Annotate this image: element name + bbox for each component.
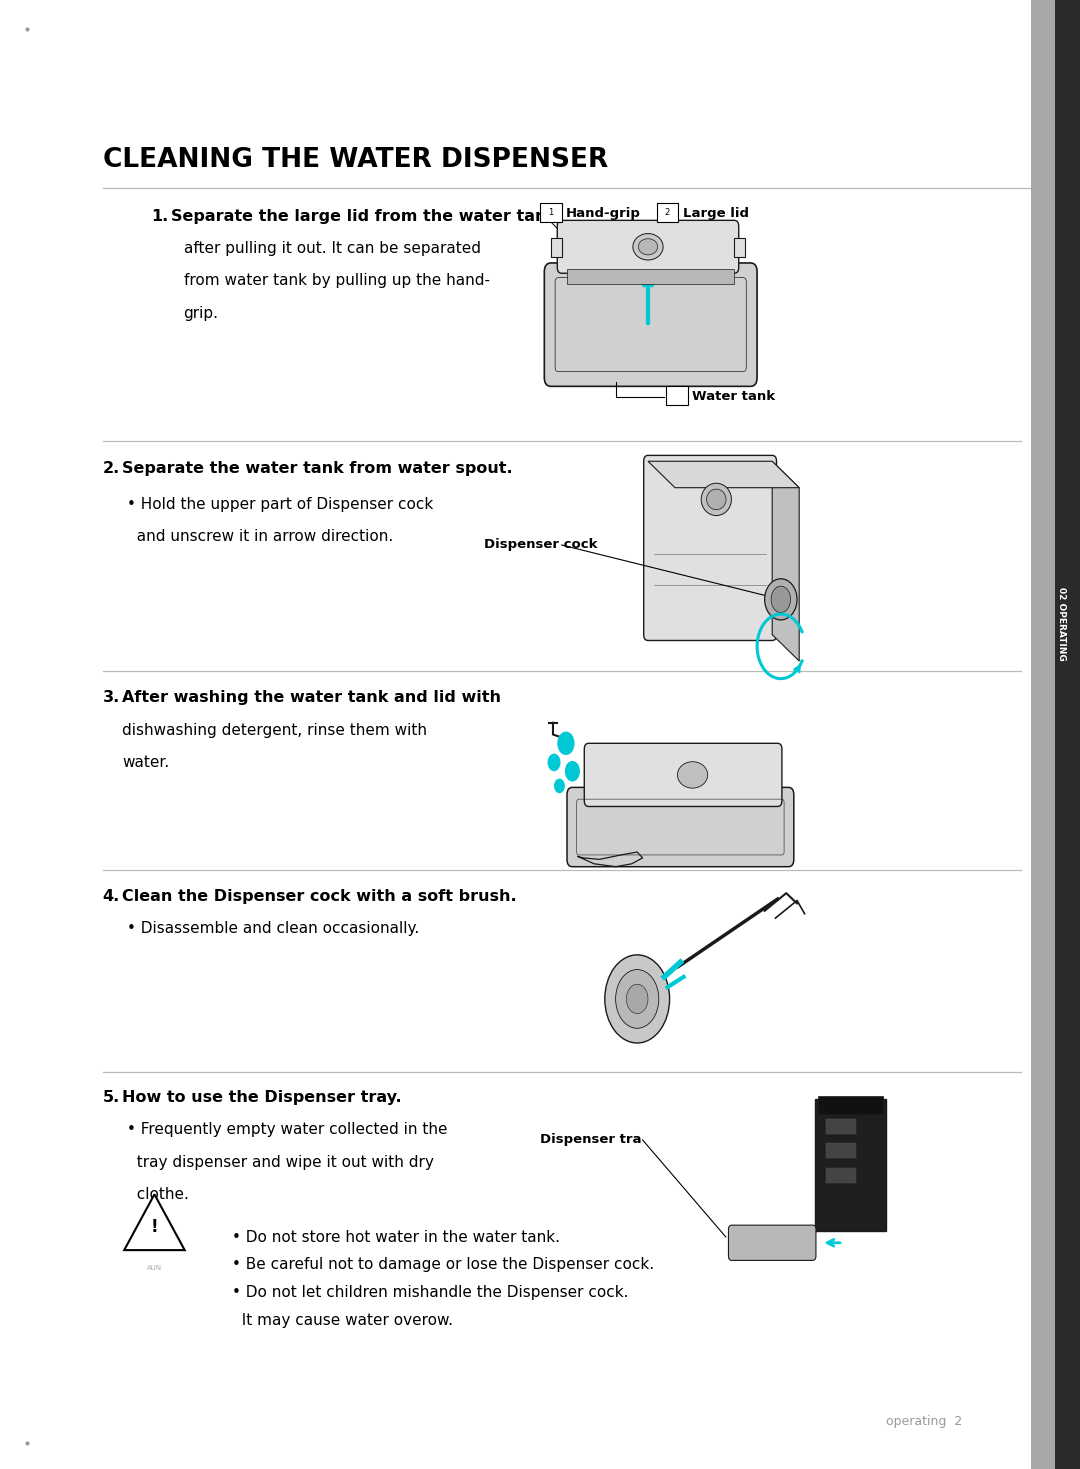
Text: 1.: 1. bbox=[151, 209, 168, 223]
Text: 2.: 2. bbox=[103, 461, 120, 476]
Bar bbox=[666, 386, 688, 405]
Bar bbox=[826, 1119, 856, 1134]
Text: • Disassemble and clean occasionally.: • Disassemble and clean occasionally. bbox=[127, 921, 420, 936]
Ellipse shape bbox=[771, 586, 791, 613]
Text: CLEANING THE WATER DISPENSER: CLEANING THE WATER DISPENSER bbox=[103, 147, 608, 173]
Text: 2: 2 bbox=[665, 207, 670, 217]
Bar bbox=[734, 238, 745, 257]
Text: dishwashing detergent, rinse them with: dishwashing detergent, rinse them with bbox=[122, 723, 427, 737]
Text: 4.: 4. bbox=[103, 889, 120, 903]
Text: 5.: 5. bbox=[103, 1090, 120, 1105]
Text: 3.: 3. bbox=[103, 690, 120, 705]
Text: • Be careful not to damage or lose the Dispenser cock.: • Be careful not to damage or lose the D… bbox=[232, 1257, 654, 1272]
Ellipse shape bbox=[633, 234, 663, 260]
Text: • Frequently empty water collected in the: • Frequently empty water collected in th… bbox=[127, 1122, 448, 1137]
Bar bbox=[826, 1168, 856, 1183]
FancyBboxPatch shape bbox=[584, 743, 782, 806]
FancyBboxPatch shape bbox=[729, 1225, 816, 1260]
Text: How to use the Dispenser tray.: How to use the Dispenser tray. bbox=[122, 1090, 402, 1105]
Polygon shape bbox=[124, 1194, 185, 1250]
Polygon shape bbox=[648, 461, 799, 488]
Text: Dispenser tra: Dispenser tra bbox=[540, 1134, 642, 1146]
Bar bbox=[818, 1096, 883, 1114]
Text: and unscrew it in arrow direction.: and unscrew it in arrow direction. bbox=[127, 529, 394, 544]
Text: It may cause water overow.: It may cause water overow. bbox=[232, 1313, 454, 1328]
FancyBboxPatch shape bbox=[544, 263, 757, 386]
Text: operating  2: operating 2 bbox=[886, 1415, 962, 1428]
Text: from water tank by pulling up the hand-: from water tank by pulling up the hand- bbox=[184, 273, 489, 288]
Text: !: ! bbox=[150, 1218, 159, 1235]
Ellipse shape bbox=[701, 483, 731, 516]
Text: Hand-grip: Hand-grip bbox=[566, 207, 640, 219]
Circle shape bbox=[616, 970, 659, 1028]
Text: • Do not store hot water in the water tank.: • Do not store hot water in the water ta… bbox=[232, 1230, 561, 1244]
Text: After washing the water tank and lid with: After washing the water tank and lid wit… bbox=[122, 690, 501, 705]
Text: clothe.: clothe. bbox=[127, 1187, 189, 1202]
Text: Water tank: Water tank bbox=[692, 391, 775, 403]
Text: Separate the large lid from the water tank: Separate the large lid from the water ta… bbox=[171, 209, 557, 223]
Text: • Do not let children mishandle the Dispenser cock.: • Do not let children mishandle the Disp… bbox=[232, 1285, 629, 1300]
Bar bbox=[815, 1099, 886, 1231]
Text: Separate the water tank from water spout.: Separate the water tank from water spout… bbox=[122, 461, 513, 476]
Circle shape bbox=[554, 779, 565, 793]
Circle shape bbox=[626, 984, 648, 1014]
Bar bbox=[826, 1143, 856, 1158]
Text: Clean the Dispenser cock with a soft brush.: Clean the Dispenser cock with a soft bru… bbox=[122, 889, 516, 903]
Bar bbox=[567, 269, 734, 284]
Bar bbox=[1055, 0, 1080, 1469]
Bar bbox=[657, 203, 678, 222]
Text: 02 OPERATING: 02 OPERATING bbox=[1057, 588, 1066, 661]
FancyBboxPatch shape bbox=[557, 220, 739, 273]
Circle shape bbox=[548, 754, 561, 771]
Ellipse shape bbox=[638, 239, 658, 256]
Text: after pulling it out. It can be separated: after pulling it out. It can be separate… bbox=[184, 241, 481, 256]
Text: grip.: grip. bbox=[184, 306, 218, 320]
Bar bbox=[540, 203, 562, 222]
Ellipse shape bbox=[706, 489, 726, 510]
Ellipse shape bbox=[677, 761, 707, 787]
Circle shape bbox=[565, 761, 580, 782]
Circle shape bbox=[605, 955, 670, 1043]
Bar bbox=[551, 238, 562, 257]
Circle shape bbox=[557, 732, 575, 755]
Text: AUN: AUN bbox=[147, 1265, 162, 1271]
FancyBboxPatch shape bbox=[567, 787, 794, 867]
Text: Dispenser cock: Dispenser cock bbox=[484, 539, 597, 551]
Text: 1: 1 bbox=[549, 207, 553, 217]
Ellipse shape bbox=[765, 579, 797, 620]
Text: water.: water. bbox=[122, 755, 170, 770]
Bar bbox=[1031, 0, 1055, 1469]
Polygon shape bbox=[772, 461, 799, 661]
Text: • Hold the upper part of Dispenser cock: • Hold the upper part of Dispenser cock bbox=[127, 497, 434, 511]
Text: tray dispenser and wipe it out with dry: tray dispenser and wipe it out with dry bbox=[127, 1155, 434, 1169]
Text: Large lid: Large lid bbox=[683, 207, 748, 219]
FancyBboxPatch shape bbox=[644, 455, 777, 640]
